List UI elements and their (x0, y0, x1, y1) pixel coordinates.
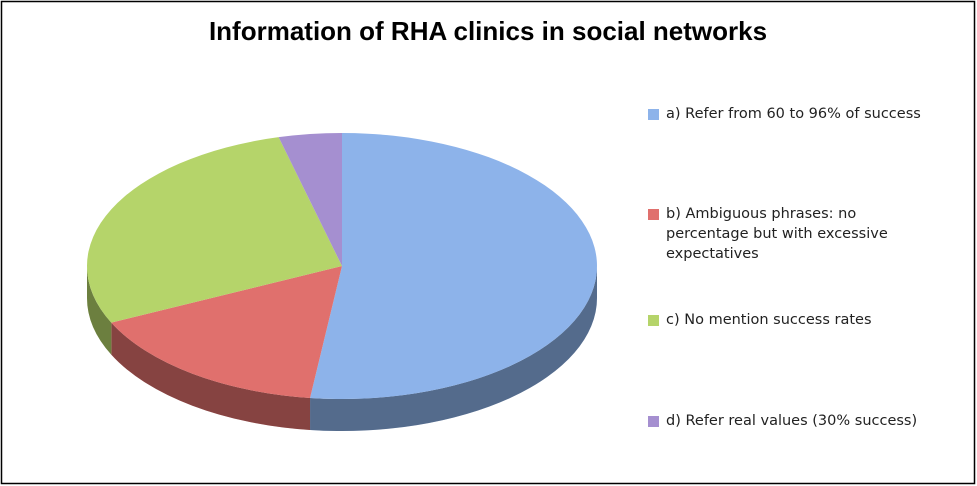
legend-label: c) No mention success rates (666, 312, 872, 328)
slice (111, 266, 342, 398)
legend-label: d) Refer real values (30% success) (666, 413, 918, 429)
slice (86, 137, 342, 323)
slice-side-shade (111, 322, 311, 430)
legend-item: a) Refer from 60 to 96% of success (648, 104, 958, 124)
legend-swatch (648, 209, 659, 220)
slice (310, 133, 597, 399)
legend-swatch (648, 315, 659, 326)
slice-side-shade (310, 266, 597, 431)
slice (278, 133, 342, 266)
legend-swatch (648, 416, 659, 427)
slice-side-shade (87, 266, 112, 355)
legend-swatch (648, 109, 659, 120)
legend-item: b) Ambiguous phrases: no percentage but … (648, 204, 958, 264)
slice-side (87, 266, 112, 355)
legend-item: c) No mention success rates (648, 310, 958, 330)
legend-label: b) Ambiguous phrases: no percentage but … (666, 206, 888, 262)
legend-item: d) Refer real values (30% success) (648, 411, 958, 431)
chart-title: Information of RHA clinics in social net… (209, 16, 767, 46)
slice-side (310, 266, 597, 431)
legend-label: a) Refer from 60 to 96% of success (666, 106, 921, 122)
slice-side (111, 322, 311, 430)
